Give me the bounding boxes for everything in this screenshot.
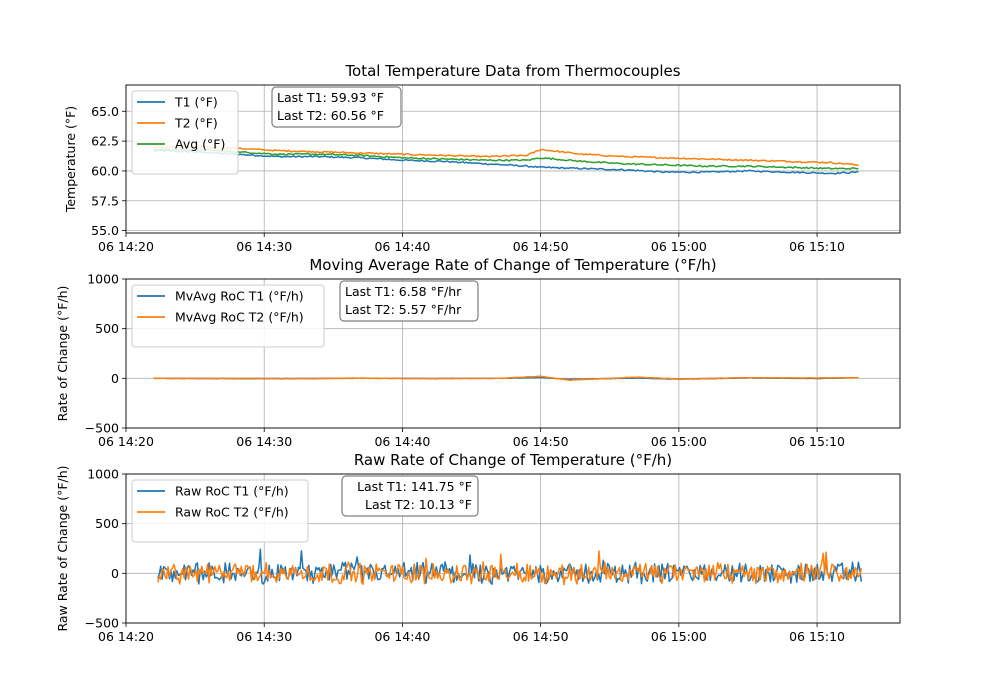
x-tick-label: 06 14:50 — [513, 239, 569, 254]
x-tick-label: 06 15:10 — [789, 239, 845, 254]
y-tick-label: 1000 — [87, 272, 119, 287]
x-tick-label: 06 14:30 — [236, 239, 292, 254]
series-line-2 — [153, 145, 859, 166]
y-tick-label: −500 — [85, 616, 119, 631]
x-tick-label: 06 14:30 — [236, 629, 292, 644]
axes-frame — [125, 473, 901, 624]
y-tick-label: 62.5 — [91, 134, 119, 149]
series-line-1 — [153, 149, 859, 175]
legend: T1 (°F) T2 (°F) Avg (°F) — [131, 90, 239, 175]
x-tick-label: 06 14:40 — [374, 434, 430, 449]
x-tick-label: 06 15:00 — [651, 434, 707, 449]
series-line-2 — [157, 550, 863, 586]
last-values-annotation: Last T1: 6.58 °F/hr Last T2: 5.57 °F/hr — [339, 280, 479, 322]
legend-entry: T1 (°F) — [174, 95, 218, 110]
legend-entry: Raw RoC T1 (°F/h) — [175, 484, 289, 499]
x-tick-label: 06 14:40 — [374, 239, 430, 254]
annotation-line: Last T1: 141.75 °F — [357, 479, 472, 494]
y-tick-label: 500 — [95, 516, 119, 531]
y-tick-label: 57.5 — [91, 193, 119, 208]
axes-frame — [125, 278, 901, 429]
x-tick-label: 06 14:30 — [236, 434, 292, 449]
annotation-line: Last T2: 10.13 °F — [365, 497, 472, 512]
x-tick-label: 06 14:50 — [513, 434, 569, 449]
annotation-line: Last T1: 59.93 °F — [277, 90, 384, 105]
annotation-line: Last T2: 5.57 °F/hr — [345, 302, 462, 317]
legend-box — [131, 90, 239, 175]
annotation-box — [341, 475, 479, 517]
axes-frame — [125, 84, 901, 234]
series-line-2 — [153, 375, 859, 381]
chart-panel-2: 06 14:20 06 14:30 06 14:40 06 14:50 06 15:00… — [55, 256, 901, 449]
x-tick-label: 06 14:50 — [513, 629, 569, 644]
legend: Raw RoC T1 (°F/h) Raw RoC T2 (°F/h) — [131, 479, 309, 543]
legend-entry: T2 (°F) — [174, 116, 218, 131]
legend-box — [131, 284, 325, 348]
legend-entry: MvAvg RoC T2 (°F/h) — [175, 310, 304, 325]
x-tick-label: 06 14:20 — [98, 239, 154, 254]
y-axis-label: Raw Rate of Change (°F/h) — [55, 465, 70, 631]
legend-box — [131, 479, 309, 543]
y-tick-label: 65.0 — [91, 104, 119, 119]
y-tick-label: −500 — [85, 421, 119, 436]
series-line-3 — [153, 148, 859, 170]
chart-panel-3: 06 14:20 06 14:30 06 14:40 06 14:50 06 15:00… — [55, 451, 901, 644]
annotation-line: Last T2: 60.56 °F — [277, 108, 384, 123]
x-tick-label: 06 14:20 — [98, 434, 154, 449]
y-tick-label: 55.0 — [91, 223, 119, 238]
y-tick-label: 500 — [95, 321, 119, 336]
legend-entry: MvAvg RoC T1 (°F/h) — [175, 289, 304, 304]
chart-title: Moving Average Rate of Change of Tempera… — [309, 256, 716, 274]
x-tick-label: 06 14:20 — [98, 629, 154, 644]
chart-title: Raw Rate of Change of Temperature (°F/h) — [354, 451, 672, 469]
chart-title: Total Temperature Data from Thermocouple… — [344, 62, 680, 80]
chart-panel-1: 06 14:20 06 14:30 06 14:40 06 14:50 06 15:00… — [63, 62, 901, 254]
y-tick-label: 60.0 — [91, 163, 119, 178]
annotation-box — [339, 280, 479, 322]
y-tick-label: 0 — [111, 371, 119, 386]
y-axis-label: Temperature (°F) — [63, 106, 78, 213]
last-values-annotation: Last T1: 59.93 °F Last T2: 60.56 °F — [271, 86, 402, 128]
x-tick-label: 06 15:00 — [651, 629, 707, 644]
y-tick-label: 1000 — [87, 467, 119, 482]
x-tick-label: 06 15:10 — [789, 434, 845, 449]
y-axis-label: Rate of Change (°F/h) — [55, 286, 70, 422]
x-tick-label: 06 14:40 — [374, 629, 430, 644]
y-tick-label: 0 — [111, 566, 119, 581]
x-tick-label: 06 15:00 — [651, 239, 707, 254]
legend-entry: Raw RoC T2 (°F/h) — [175, 505, 289, 520]
annotation-line: Last T1: 6.58 °F/hr — [345, 284, 462, 299]
x-tick-label: 06 15:10 — [789, 629, 845, 644]
last-values-annotation: Last T1: 141.75 °F Last T2: 10.13 °F — [341, 475, 479, 517]
legend-entry: Avg (°F) — [175, 137, 225, 152]
legend: MvAvg RoC T1 (°F/h) MvAvg RoC T2 (°F/h) — [131, 284, 325, 348]
annotation-box — [271, 86, 402, 128]
